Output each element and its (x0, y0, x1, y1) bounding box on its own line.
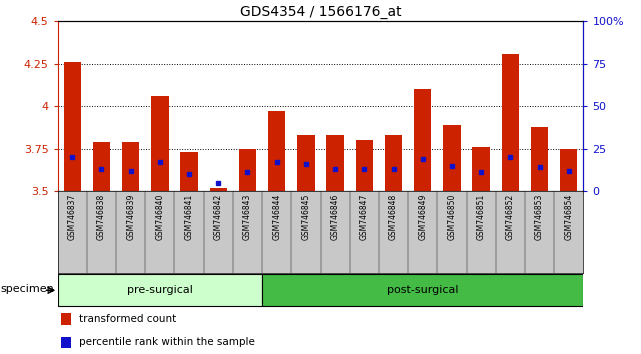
Text: GSM746841: GSM746841 (185, 194, 194, 240)
Bar (122, 142, 140, 191)
Text: GSM746843: GSM746843 (243, 194, 252, 240)
Text: GSM746846: GSM746846 (331, 194, 340, 240)
Bar (297, 135, 315, 191)
Text: GSM746850: GSM746850 (447, 194, 456, 240)
Bar (93, 142, 110, 191)
Text: GSM746839: GSM746839 (126, 194, 135, 240)
Bar (443, 125, 461, 191)
Text: GSM746851: GSM746851 (477, 194, 486, 240)
Text: specimen: specimen (1, 284, 54, 293)
Bar (238, 149, 256, 191)
Text: GSM746840: GSM746840 (155, 194, 164, 240)
Bar (326, 135, 344, 191)
Bar (61, 313, 71, 325)
Bar (268, 111, 285, 191)
Bar (531, 127, 548, 191)
Text: GSM746848: GSM746848 (389, 194, 398, 240)
Bar (356, 140, 373, 191)
Bar (180, 152, 198, 191)
Text: percentile rank within the sample: percentile rank within the sample (79, 337, 255, 348)
Text: pre-surgical: pre-surgical (127, 285, 193, 295)
Bar (151, 96, 169, 191)
Bar (58, 274, 262, 306)
Text: transformed count: transformed count (79, 314, 176, 324)
Text: GSM746854: GSM746854 (564, 194, 573, 240)
Bar (61, 337, 71, 348)
Text: GSM746838: GSM746838 (97, 194, 106, 240)
Text: GSM746837: GSM746837 (68, 194, 77, 240)
Text: post-surgical: post-surgical (387, 285, 458, 295)
Bar (262, 274, 583, 306)
Text: GSM746849: GSM746849 (418, 194, 427, 240)
Text: GSM746852: GSM746852 (506, 194, 515, 240)
Text: GSM746847: GSM746847 (360, 194, 369, 240)
Title: GDS4354 / 1566176_at: GDS4354 / 1566176_at (240, 5, 401, 19)
Text: GSM746853: GSM746853 (535, 194, 544, 240)
Bar (560, 149, 578, 191)
Text: GSM746845: GSM746845 (301, 194, 310, 240)
Bar (414, 89, 431, 191)
Bar (63, 62, 81, 191)
Bar (501, 53, 519, 191)
Bar (385, 135, 403, 191)
Bar (472, 147, 490, 191)
Text: GSM746842: GSM746842 (214, 194, 223, 240)
Bar (210, 188, 227, 191)
Text: GSM746844: GSM746844 (272, 194, 281, 240)
